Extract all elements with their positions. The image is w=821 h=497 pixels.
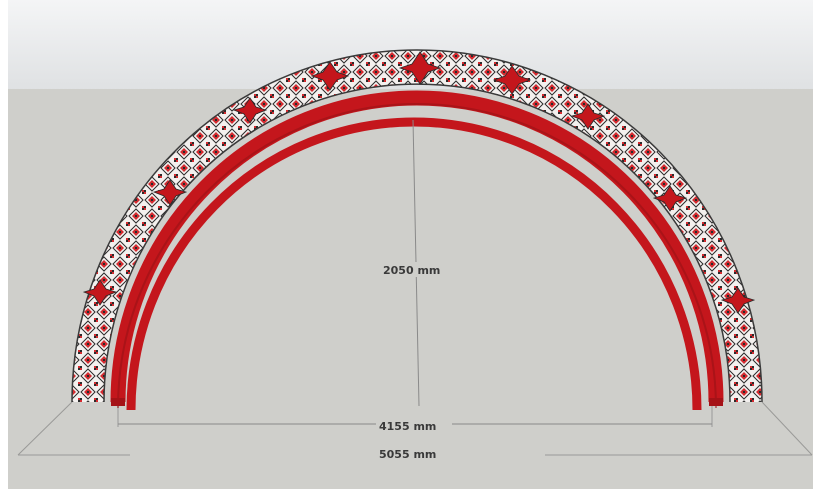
inner-width-dimension-label: 4155 mm	[379, 420, 436, 433]
arch-foot-left	[111, 398, 125, 406]
inner-width-label-bg	[376, 418, 452, 432]
star-motif	[492, 65, 532, 95]
outer-red-arch	[110, 90, 724, 403]
white-frame-bottom	[0, 489, 821, 497]
white-frame-left	[0, 0, 8, 497]
star-motif	[720, 287, 756, 314]
outer-width-label-bg	[376, 446, 452, 460]
star-motif	[310, 61, 350, 91]
outer-red-arch-shade	[117, 103, 717, 409]
star-motif	[232, 97, 268, 124]
star-motif	[82, 279, 118, 306]
star-motif	[398, 51, 442, 85]
height-dimension-label: 2050 mm	[383, 264, 440, 277]
star-motif	[652, 185, 688, 212]
arch-foot-right	[709, 398, 723, 406]
inner-red-arch	[126, 117, 702, 411]
star-motif	[570, 103, 606, 130]
height-label-bg	[381, 262, 449, 277]
white-frame-right	[813, 0, 821, 497]
star-motif	[152, 179, 188, 206]
outer-width-dimension-label: 5055 mm	[379, 448, 436, 461]
